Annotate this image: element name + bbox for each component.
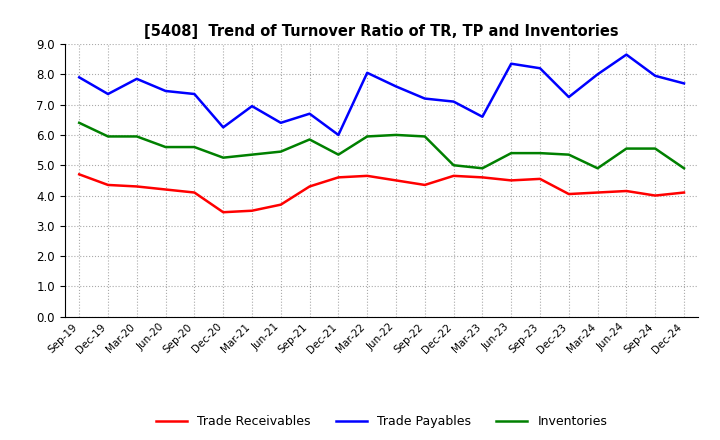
Inventories <box>593 165 602 171</box>
Inventories <box>276 149 285 154</box>
Line: Trade Receivables: Trade Receivables <box>79 174 684 212</box>
Trade Receivables <box>132 184 141 189</box>
Trade Receivables <box>651 193 660 198</box>
Trade Payables <box>622 52 631 57</box>
Inventories <box>363 134 372 139</box>
Trade Receivables <box>593 190 602 195</box>
Trade Payables <box>248 103 256 109</box>
Trade Payables <box>363 70 372 75</box>
Trade Payables <box>132 76 141 81</box>
Inventories <box>161 144 170 150</box>
Inventories <box>507 150 516 156</box>
Trade Payables <box>276 120 285 125</box>
Inventories <box>392 132 400 138</box>
Trade Receivables <box>392 178 400 183</box>
Inventories <box>219 155 228 160</box>
Trade Payables <box>420 96 429 101</box>
Inventories <box>651 146 660 151</box>
Trade Receivables <box>622 188 631 194</box>
Trade Payables <box>219 125 228 130</box>
Trade Receivables <box>219 209 228 215</box>
Trade Payables <box>75 75 84 80</box>
Inventories <box>190 144 199 150</box>
Inventories <box>536 150 544 156</box>
Inventories <box>478 165 487 171</box>
Trade Payables <box>190 92 199 97</box>
Inventories <box>132 134 141 139</box>
Trade Receivables <box>190 190 199 195</box>
Trade Payables <box>104 92 112 97</box>
Trade Payables <box>564 95 573 100</box>
Trade Payables <box>536 66 544 71</box>
Line: Trade Payables: Trade Payables <box>79 55 684 135</box>
Inventories <box>104 134 112 139</box>
Trade Receivables <box>536 176 544 182</box>
Trade Receivables <box>248 208 256 213</box>
Inventories <box>564 152 573 157</box>
Trade Receivables <box>334 175 343 180</box>
Trade Receivables <box>161 187 170 192</box>
Trade Receivables <box>564 191 573 197</box>
Trade Payables <box>651 73 660 78</box>
Trade Receivables <box>276 202 285 207</box>
Trade Payables <box>392 84 400 89</box>
Trade Receivables <box>75 172 84 177</box>
Trade Payables <box>449 99 458 104</box>
Trade Receivables <box>507 178 516 183</box>
Title: [5408]  Trend of Turnover Ratio of TR, TP and Inventories: [5408] Trend of Turnover Ratio of TR, TP… <box>144 24 619 39</box>
Inventories <box>449 163 458 168</box>
Trade Receivables <box>420 182 429 187</box>
Trade Payables <box>593 72 602 77</box>
Trade Receivables <box>104 182 112 187</box>
Trade Payables <box>334 132 343 138</box>
Inventories <box>680 165 688 171</box>
Trade Receivables <box>305 184 314 189</box>
Trade Payables <box>161 88 170 94</box>
Trade Receivables <box>363 173 372 179</box>
Inventories <box>334 152 343 157</box>
Trade Receivables <box>449 173 458 179</box>
Inventories <box>305 137 314 142</box>
Inventories <box>420 134 429 139</box>
Legend: Trade Receivables, Trade Payables, Inventories: Trade Receivables, Trade Payables, Inven… <box>151 411 612 433</box>
Trade Payables <box>507 61 516 66</box>
Trade Payables <box>305 111 314 116</box>
Trade Receivables <box>680 190 688 195</box>
Inventories <box>248 152 256 157</box>
Inventories <box>75 120 84 125</box>
Trade Payables <box>478 114 487 119</box>
Line: Inventories: Inventories <box>79 123 684 168</box>
Trade Payables <box>680 81 688 86</box>
Inventories <box>622 146 631 151</box>
Trade Receivables <box>478 175 487 180</box>
